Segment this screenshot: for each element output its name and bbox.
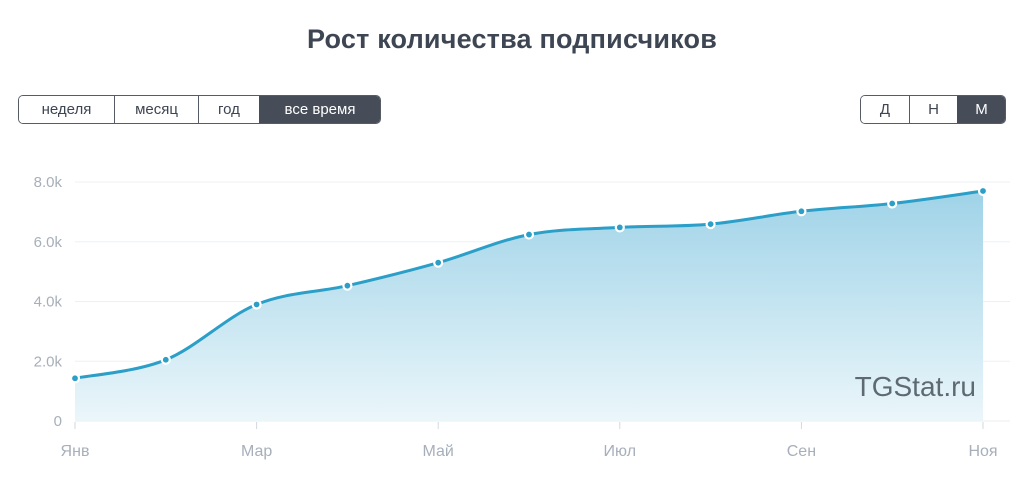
granularity-button-day[interactable]: Д [861,96,909,123]
y-axis-label: 8.0k [34,174,63,191]
data-point-marker[interactable] [342,280,353,291]
time-range-selector: неделя месяц год все время [18,95,381,124]
granularity-button-month[interactable]: М [957,96,1005,123]
data-point-marker[interactable] [977,185,989,197]
data-point-marker[interactable] [614,222,625,233]
tgstat-watermark: TGStat.ru [854,371,976,402]
data-point-marker[interactable] [887,198,898,209]
x-axis-label: Мар [241,443,272,460]
granularity-selector: Д Н М [860,95,1006,124]
area-fill [75,191,983,421]
x-axis-label: Янв [61,443,90,460]
range-button-month[interactable]: месяц [114,96,198,123]
y-axis-label: 2.0k [34,353,63,370]
range-button-alltime[interactable]: все время [259,96,380,123]
data-point-marker[interactable] [69,373,81,384]
data-point-marker[interactable] [705,219,716,230]
data-point-marker[interactable] [251,299,262,310]
y-axis-label: 6.0k [34,234,63,251]
y-axis-label: 0 [54,413,62,430]
x-axis-label: Июл [604,443,636,460]
page-title: Рост количества подписчиков [306,24,717,54]
x-axis-label: Сен [787,443,816,460]
y-axis-label: 4.0k [34,294,63,311]
granularity-button-week[interactable]: Н [909,96,957,123]
x-axis-label: Ноя [968,443,997,460]
range-button-year[interactable]: год [198,96,259,123]
data-point-marker[interactable] [433,257,444,268]
data-point-marker[interactable] [796,206,807,217]
range-button-week[interactable]: неделя [19,96,114,123]
data-point-marker[interactable] [160,354,171,365]
data-point-marker[interactable] [523,229,535,240]
x-axis-label: Май [423,443,454,460]
